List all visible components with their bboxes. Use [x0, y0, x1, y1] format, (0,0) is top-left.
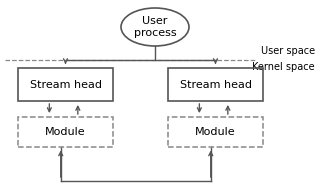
Bar — [168, 68, 263, 101]
Text: Module: Module — [45, 127, 86, 137]
Text: Module: Module — [195, 127, 236, 137]
Text: Kernel space: Kernel space — [252, 62, 315, 72]
Text: User space: User space — [261, 46, 315, 56]
Bar — [18, 68, 113, 101]
Text: User
process: User process — [134, 16, 176, 38]
Text: Stream head: Stream head — [180, 80, 252, 90]
Bar — [18, 117, 113, 147]
Bar — [168, 117, 263, 147]
Text: Stream head: Stream head — [29, 80, 101, 90]
